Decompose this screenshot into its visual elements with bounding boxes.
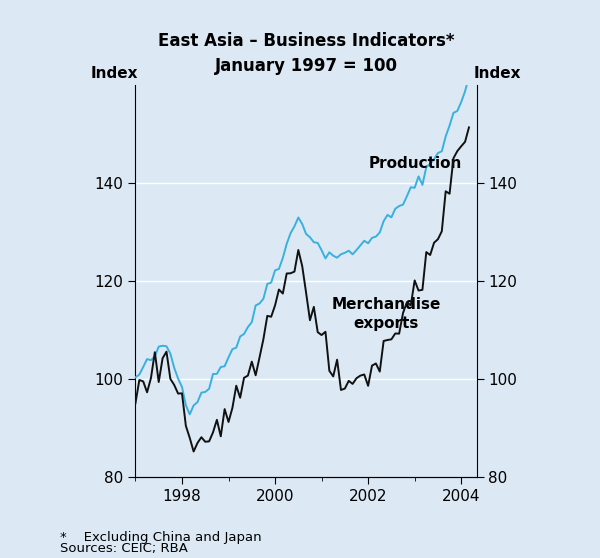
Text: *    Excluding China and Japan: * Excluding China and Japan [60,531,262,544]
Text: Production: Production [369,156,463,171]
Text: Index: Index [473,66,521,81]
Text: Index: Index [91,66,139,81]
Text: Merchandise
exports: Merchandise exports [331,297,441,331]
Text: Sources: CEIC; RBA: Sources: CEIC; RBA [60,542,188,555]
Title: East Asia – Business Indicators*
January 1997 = 100: East Asia – Business Indicators* January… [158,32,454,75]
